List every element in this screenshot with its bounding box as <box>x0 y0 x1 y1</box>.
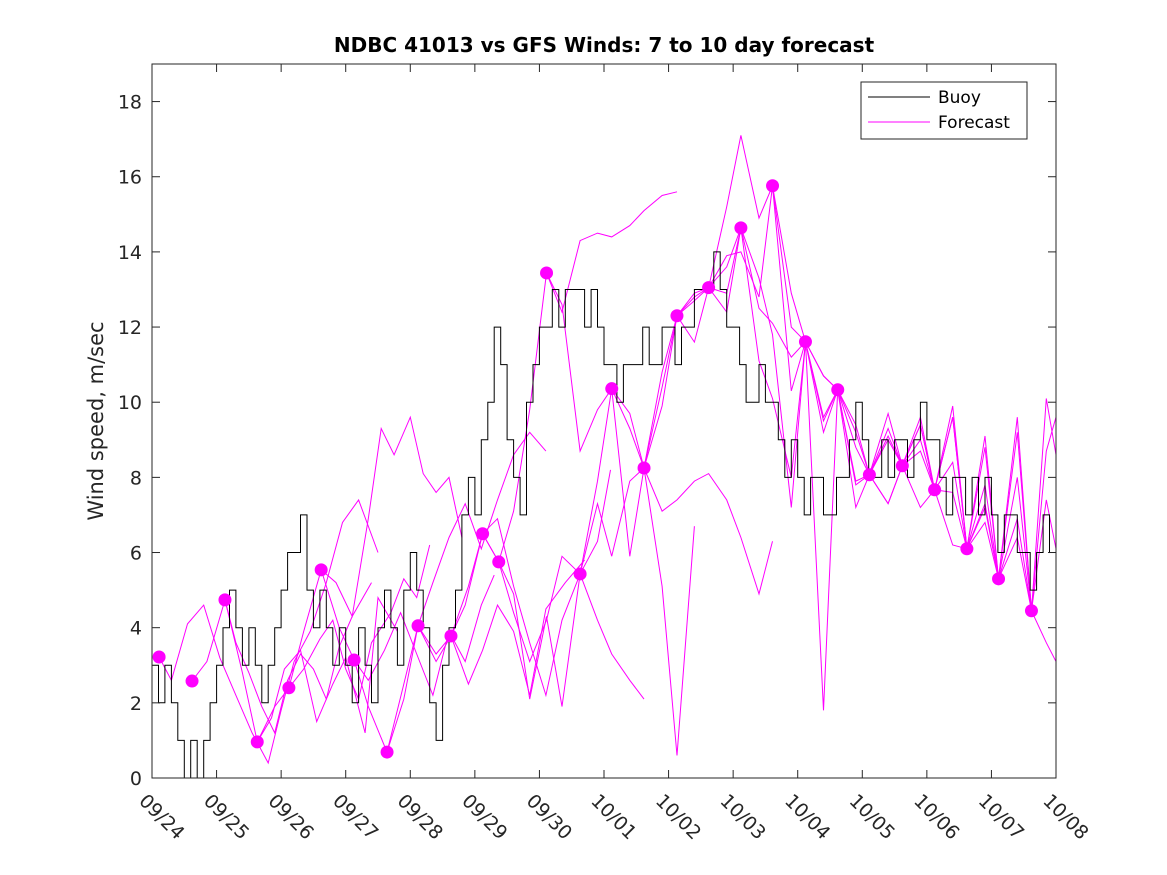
x-tick-label: 10/02 <box>651 790 705 844</box>
forecast-line <box>579 467 773 596</box>
forecast-point <box>540 266 554 280</box>
x-tick-label: 09/29 <box>457 790 511 844</box>
forecast-point <box>895 459 909 473</box>
x-tick-label: 09/24 <box>134 790 188 844</box>
y-tick-label: 10 <box>118 392 142 414</box>
forecast-line <box>498 386 695 756</box>
forecast-point <box>185 674 199 688</box>
x-tick-label: 10/03 <box>716 790 770 844</box>
y-tick-label: 4 <box>130 618 142 640</box>
legend-buoy-label: Buoy <box>938 88 981 108</box>
x-tick-label: 09/28 <box>393 790 447 844</box>
y-tick-label: 0 <box>130 768 142 790</box>
y-tick-label: 6 <box>130 543 142 565</box>
y-tick-label: 16 <box>118 167 142 189</box>
y-tick-label: 14 <box>118 242 142 264</box>
forecast-point <box>380 745 394 759</box>
forecast-point <box>992 572 1006 586</box>
forecast-point <box>766 179 780 193</box>
forecast-point <box>314 563 328 577</box>
forecast-point <box>798 335 812 349</box>
forecast-point <box>702 281 716 295</box>
forecast-point <box>476 527 490 541</box>
forecast-point <box>960 542 974 556</box>
forecast-point <box>734 221 748 235</box>
x-tick-label: 09/25 <box>199 790 253 844</box>
forecast-point <box>862 468 876 482</box>
x-tick-label: 10/08 <box>1038 790 1092 844</box>
y-axis-label: Wind speed, m/sec <box>84 321 108 520</box>
y-tick-label: 2 <box>130 693 142 715</box>
forecast-point <box>928 483 942 497</box>
x-tick-label: 10/04 <box>780 790 834 844</box>
forecast-point <box>831 383 845 397</box>
x-tick-label: 10/01 <box>586 790 640 844</box>
forecast-point <box>637 461 651 475</box>
x-tick-label: 10/06 <box>909 790 963 844</box>
forecast-point <box>347 653 361 667</box>
forecast-points <box>152 179 1038 759</box>
buoy-series-line <box>152 251 1056 779</box>
y-tick-label: 18 <box>118 92 142 114</box>
x-tick-label: 10/05 <box>845 790 899 844</box>
x-tick-label: 10/07 <box>974 790 1028 844</box>
legend-box <box>860 81 1028 140</box>
x-tick-label: 09/26 <box>264 790 318 844</box>
forecast-point <box>1024 604 1038 618</box>
forecast-line <box>158 498 379 765</box>
x-tick-label: 09/27 <box>328 790 382 844</box>
forecast-point <box>492 555 506 569</box>
forecast-line <box>224 595 398 744</box>
forecast-point <box>218 593 232 607</box>
forecast-point <box>152 650 166 664</box>
forecast-point <box>605 382 619 396</box>
forecast-point <box>573 567 587 581</box>
chart-title: NDBC 41013 vs GFS Winds: 7 to 10 day for… <box>334 33 875 57</box>
forecast-point <box>282 681 296 695</box>
forecast-point <box>250 735 264 749</box>
plot-area <box>151 63 1057 779</box>
buoy-line <box>152 251 1056 779</box>
legend: Buoy Forecast <box>860 81 1028 140</box>
forecast-point <box>411 619 425 633</box>
forecast-point <box>670 309 684 323</box>
y-tick-label: 8 <box>130 467 142 489</box>
y-axis: 0 2 4 6 8 10 12 14 16 18 <box>118 92 1056 790</box>
legend-forecast-label: Forecast <box>938 113 1010 133</box>
x-tick-label: 09/30 <box>522 790 576 844</box>
forecast-point <box>444 629 458 643</box>
forecast-line <box>482 191 678 564</box>
y-tick-label: 12 <box>118 317 142 339</box>
